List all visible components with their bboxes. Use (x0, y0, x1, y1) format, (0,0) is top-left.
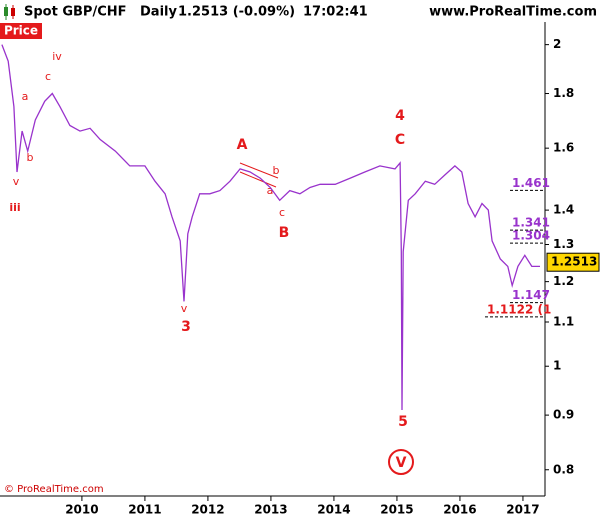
y-tick-label: 0.9 (553, 408, 574, 422)
x-tick-label: 2013 (254, 503, 287, 517)
wave-label: 3 (181, 319, 191, 335)
wave-label: a (267, 184, 274, 197)
channel-line (239, 171, 277, 188)
wave-label: iv (52, 50, 62, 63)
price-box-label: 1.2513 (551, 255, 597, 269)
panel-label: Price (4, 24, 38, 38)
x-tick-label: 2017 (506, 503, 539, 517)
level-label: 1.341 (512, 216, 550, 230)
wave-label: c (279, 206, 285, 219)
price-box (546, 252, 600, 272)
annotations: iv a c b v iii v 3 A b a c B 4 C 5 V (1, 44, 540, 471)
wave-label: b (27, 151, 34, 164)
timeframe: Daily (140, 5, 177, 20)
y-tick-label: 0.8 (553, 462, 574, 476)
wave-label: c (45, 70, 51, 83)
wave-label: a (22, 90, 29, 103)
y-tick-label: 1.8 (553, 86, 574, 100)
wave-circle (388, 449, 414, 475)
x-tick-label: 2015 (380, 503, 413, 517)
wave-label: v (13, 175, 20, 188)
y-tick-label: 1.6 (553, 141, 574, 155)
y-tick-label: 1.4 (553, 203, 574, 217)
y-tick-label: 1.2 (553, 274, 574, 288)
quote: 1.2513 (-0.09%) (178, 5, 295, 20)
time: 17:02:41 (303, 5, 368, 20)
wave-label: b (273, 164, 280, 177)
x-tick-label: 2010 (65, 503, 98, 517)
copyright: © ProRealTime.com (4, 484, 104, 495)
level-label: 1.304 (512, 229, 550, 243)
chart-title: Spot GBP/CHF (24, 5, 127, 20)
wave-label: B (279, 225, 290, 241)
wave-label: 4 (395, 108, 405, 124)
source: www.ProRealTime.com (429, 5, 597, 20)
y-tick-label: 1.1 (553, 315, 574, 329)
wave-label: 5 (398, 414, 408, 430)
level-label: 1.1122 (1 (487, 302, 551, 316)
level-label: 1.147 (512, 288, 550, 302)
wave-label: v (181, 302, 188, 315)
y-tick-label: 2 (553, 37, 561, 51)
wave-label: iii (9, 201, 20, 214)
candle-icon (4, 4, 15, 20)
x-tick-label: 2011 (128, 503, 161, 517)
wave-label: V (396, 455, 407, 471)
x-tick-label: 2012 (191, 503, 224, 517)
x-tick-label: 2014 (317, 503, 350, 517)
x-tick-label: 2016 (443, 503, 476, 517)
panel-label-box (0, 23, 42, 39)
price-line (1, 44, 540, 411)
wave-label: A (237, 137, 248, 153)
level-label: 1.461 (512, 176, 550, 190)
wave-label: C (395, 132, 405, 148)
channel-line (239, 162, 279, 179)
y-tick-label: 1.3 (553, 237, 574, 251)
y-tick-label: 1 (553, 359, 561, 373)
